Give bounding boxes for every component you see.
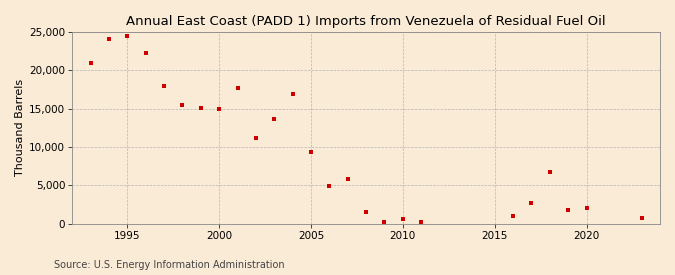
Text: Source: U.S. Energy Information Administration: Source: U.S. Energy Information Administ… [54,260,285,270]
Point [398,217,408,221]
Point [177,103,188,107]
Point [306,150,317,154]
Point [140,51,151,56]
Point [508,214,518,218]
Point [379,219,390,224]
Point [103,37,114,41]
Point [324,184,335,188]
Title: Annual East Coast (PADD 1) Imports from Venezuela of Residual Fuel Oil: Annual East Coast (PADD 1) Imports from … [126,15,606,28]
Point [159,84,169,88]
Point [232,86,243,90]
Point [195,106,206,110]
Point [85,61,96,66]
Point [342,176,353,181]
Point [545,170,556,175]
Y-axis label: Thousand Barrels: Thousand Barrels [15,79,25,177]
Point [581,206,592,211]
Point [526,201,537,205]
Point [214,106,225,111]
Point [416,220,427,224]
Point [122,34,133,38]
Point [360,209,371,214]
Point [288,92,298,96]
Point [269,117,279,121]
Point [637,216,647,221]
Point [563,208,574,212]
Point [250,136,261,140]
